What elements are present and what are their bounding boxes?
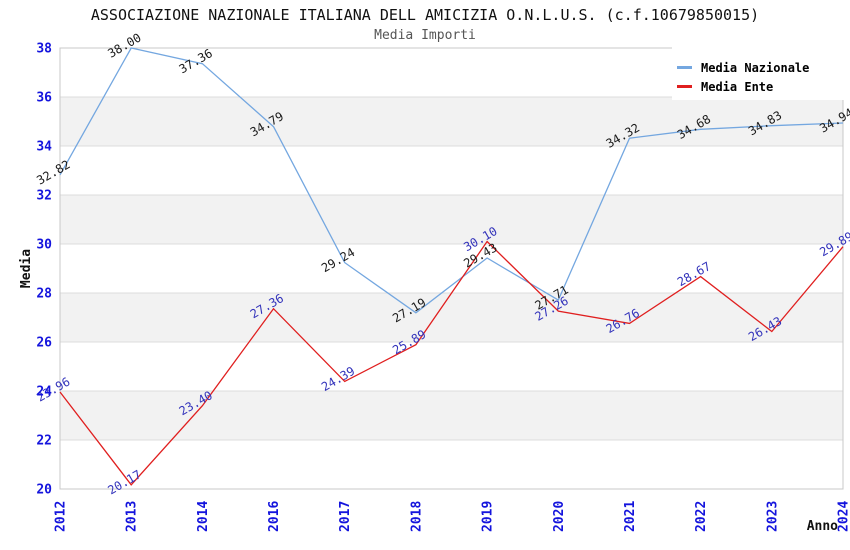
x-tick-label: 2022 bbox=[694, 501, 709, 532]
x-axis-title: Anno bbox=[807, 519, 838, 534]
x-tick-label: 2024 bbox=[837, 501, 850, 532]
gridlines bbox=[60, 96, 843, 441]
chart-title: ASSOCIAZIONE NAZIONALE ITALIANA DELL AMI… bbox=[90, 6, 760, 24]
x-tick-label: 2017 bbox=[338, 501, 353, 532]
x-tick-label: 2018 bbox=[409, 501, 424, 532]
y-tick-label: 26 bbox=[36, 336, 52, 351]
plot-band bbox=[60, 440, 843, 489]
plot-band bbox=[60, 342, 843, 391]
y-axis-ticks: 20 22 24 26 28 30 32 34 36 38 bbox=[36, 42, 52, 498]
x-tick-label: 2020 bbox=[552, 501, 567, 532]
plot-band bbox=[60, 97, 843, 146]
x-tick-label: 2023 bbox=[765, 501, 780, 532]
y-tick-label: 32 bbox=[36, 189, 52, 204]
x-tick-label: 2013 bbox=[125, 501, 140, 532]
y-tick-label: 22 bbox=[36, 434, 52, 449]
legend-item-media-ente: Media Ente bbox=[672, 77, 844, 96]
legend-label-nazionale: Media Nazionale bbox=[701, 60, 810, 75]
chart-subtitle: Media Importi bbox=[374, 28, 476, 43]
x-tick-label: 2016 bbox=[267, 501, 282, 532]
plot-bands bbox=[60, 48, 843, 489]
x-tick-label: 2021 bbox=[623, 501, 638, 532]
legend-item-media-nazionale: Media Nazionale bbox=[672, 58, 844, 77]
plot-band bbox=[60, 195, 843, 244]
legend-line-marker-ente bbox=[677, 85, 692, 88]
y-tick-label: 28 bbox=[36, 287, 52, 302]
x-tick-label: 2012 bbox=[54, 501, 69, 532]
y-tick-label: 20 bbox=[36, 483, 52, 498]
plot-band bbox=[60, 391, 843, 440]
y-axis-title: Media bbox=[19, 249, 34, 288]
legend: Media Nazionale Media Ente bbox=[672, 44, 844, 100]
y-tick-label: 24 bbox=[36, 385, 52, 400]
plot-border bbox=[59, 47, 844, 490]
plot-band bbox=[60, 293, 843, 342]
legend-line-marker-nazionale bbox=[677, 66, 692, 69]
plot-band bbox=[60, 146, 843, 195]
series-line-media-nazionale bbox=[59, 47, 844, 314]
x-axis-ticks: 2012 2013 2014 2016 2017 2018 2019 2020 2021 2022… bbox=[54, 501, 850, 532]
x-tick-label: 2014 bbox=[196, 501, 211, 532]
y-tick-label: 36 bbox=[36, 91, 52, 106]
x-tick-label: 2019 bbox=[481, 501, 496, 532]
y-tick-label: 38 bbox=[36, 42, 52, 57]
series-line-media-ente bbox=[59, 240, 844, 486]
y-tick-label: 34 bbox=[36, 140, 52, 155]
y-tick-label: 30 bbox=[36, 238, 52, 253]
legend-label-ente: Media Ente bbox=[701, 79, 774, 94]
